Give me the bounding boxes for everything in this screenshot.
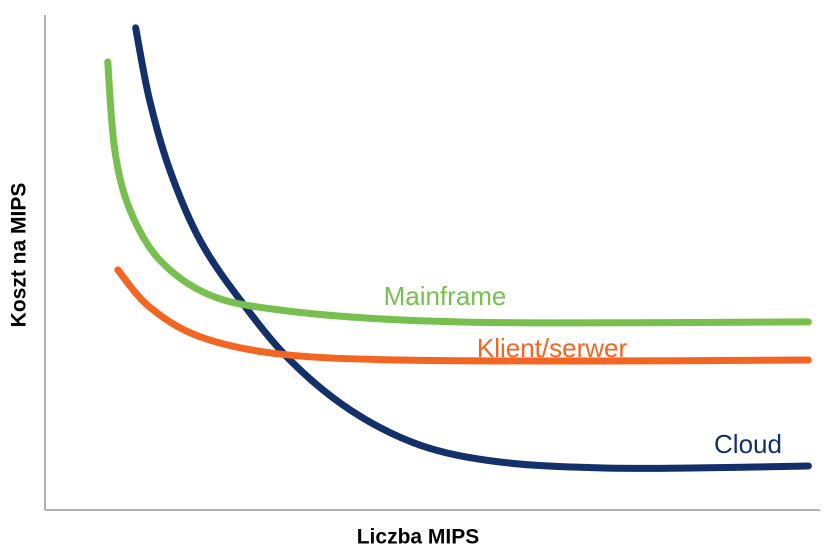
series-line	[104, 58, 812, 327]
y-axis-title: Koszt na MIPS	[8, 183, 31, 328]
x-axis-title: Liczba MIPS	[357, 526, 480, 549]
series-line	[132, 24, 812, 472]
series-label: Cloud	[714, 429, 782, 459]
series-label: Mainframe	[384, 281, 507, 311]
series-label: Klient/serwer	[477, 333, 628, 363]
series-line	[114, 266, 812, 365]
